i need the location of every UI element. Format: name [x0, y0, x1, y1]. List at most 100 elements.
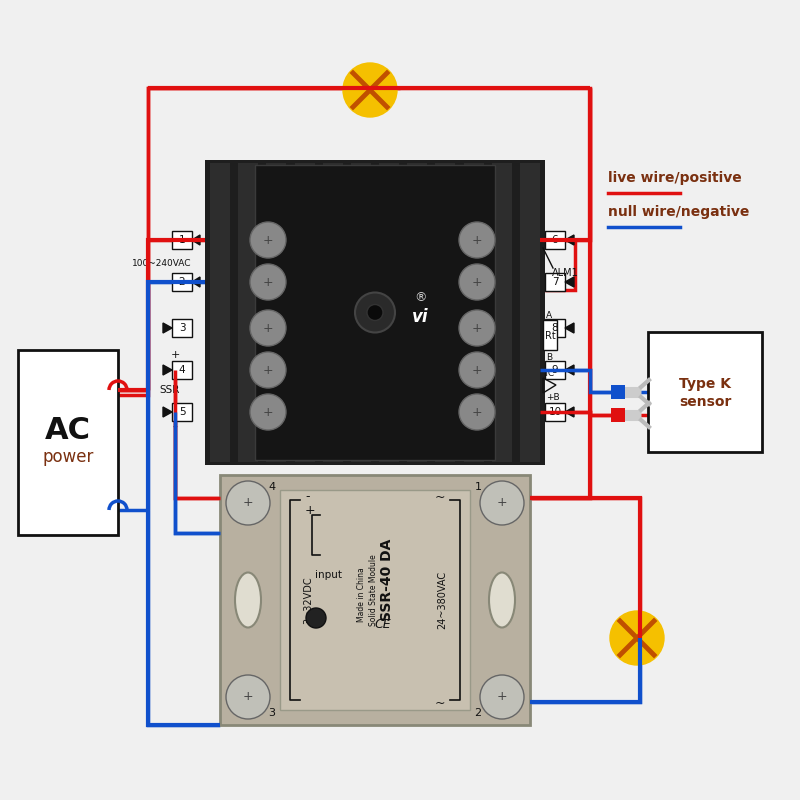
Text: ®: ®	[414, 291, 426, 304]
Text: SSR: SSR	[160, 385, 180, 395]
FancyBboxPatch shape	[648, 332, 762, 452]
FancyBboxPatch shape	[611, 385, 625, 399]
Text: +: +	[305, 503, 316, 517]
Circle shape	[250, 310, 286, 346]
Text: CE: CE	[374, 618, 391, 631]
Text: Type K: Type K	[679, 377, 731, 391]
FancyBboxPatch shape	[172, 361, 192, 379]
FancyBboxPatch shape	[545, 361, 565, 379]
FancyBboxPatch shape	[294, 163, 314, 462]
FancyBboxPatch shape	[545, 403, 565, 421]
FancyBboxPatch shape	[172, 319, 192, 337]
FancyBboxPatch shape	[220, 475, 530, 725]
Text: 4: 4	[178, 365, 186, 375]
FancyBboxPatch shape	[322, 163, 342, 462]
FancyBboxPatch shape	[543, 320, 557, 350]
Polygon shape	[163, 365, 172, 375]
FancyBboxPatch shape	[18, 350, 118, 535]
Text: 3~32VDC: 3~32VDC	[303, 576, 313, 624]
Text: +: +	[497, 497, 507, 510]
Text: input: input	[314, 570, 342, 580]
FancyBboxPatch shape	[407, 163, 427, 462]
Text: A: A	[546, 310, 552, 319]
Text: +: +	[497, 690, 507, 703]
Text: ~: ~	[434, 490, 445, 503]
Text: 4: 4	[269, 482, 275, 492]
Text: Rt: Rt	[545, 331, 555, 341]
Circle shape	[610, 611, 664, 665]
Text: 9: 9	[552, 365, 558, 375]
Circle shape	[250, 352, 286, 388]
FancyBboxPatch shape	[238, 163, 258, 462]
Circle shape	[459, 394, 495, 430]
Text: 5: 5	[178, 407, 186, 417]
FancyBboxPatch shape	[611, 408, 625, 422]
Circle shape	[480, 481, 524, 525]
Text: 10: 10	[549, 407, 562, 417]
Text: 8: 8	[552, 323, 558, 333]
Circle shape	[459, 310, 495, 346]
Text: Solid State Module: Solid State Module	[369, 554, 378, 626]
Text: TC: TC	[543, 369, 554, 378]
Circle shape	[367, 305, 383, 321]
Text: +: +	[472, 363, 482, 377]
Text: +: +	[262, 322, 274, 334]
FancyBboxPatch shape	[545, 231, 565, 249]
Polygon shape	[565, 365, 574, 375]
Text: +: +	[472, 406, 482, 418]
Text: +: +	[472, 322, 482, 334]
Polygon shape	[565, 277, 574, 287]
FancyBboxPatch shape	[351, 163, 371, 462]
FancyBboxPatch shape	[210, 163, 230, 462]
FancyBboxPatch shape	[266, 163, 286, 462]
FancyBboxPatch shape	[280, 490, 470, 710]
Text: 3: 3	[269, 708, 275, 718]
Circle shape	[226, 675, 270, 719]
Text: -: -	[305, 490, 310, 503]
Text: ALM1: ALM1	[552, 268, 578, 278]
FancyBboxPatch shape	[255, 165, 495, 460]
Circle shape	[480, 675, 524, 719]
FancyBboxPatch shape	[379, 163, 399, 462]
Circle shape	[343, 63, 397, 117]
Text: 100~240VAC: 100~240VAC	[132, 258, 192, 267]
Circle shape	[226, 481, 270, 525]
Text: -: -	[173, 421, 178, 435]
Polygon shape	[192, 277, 200, 287]
Text: 7: 7	[552, 277, 558, 287]
FancyBboxPatch shape	[545, 319, 565, 337]
Text: power: power	[42, 447, 94, 466]
Text: +: +	[262, 234, 274, 246]
Text: 24~380VAC: 24~380VAC	[437, 571, 447, 629]
Circle shape	[459, 264, 495, 300]
FancyBboxPatch shape	[205, 160, 545, 465]
Text: +: +	[472, 234, 482, 246]
Circle shape	[459, 222, 495, 258]
Text: sensor: sensor	[679, 395, 731, 409]
Text: 3: 3	[178, 323, 186, 333]
Text: +: +	[472, 275, 482, 289]
Text: +: +	[262, 363, 274, 377]
Circle shape	[250, 222, 286, 258]
Text: null wire/negative: null wire/negative	[608, 205, 750, 219]
Polygon shape	[565, 323, 574, 333]
Text: +: +	[262, 275, 274, 289]
Circle shape	[250, 264, 286, 300]
Circle shape	[355, 293, 395, 333]
Text: live wire/positive: live wire/positive	[608, 171, 742, 185]
Polygon shape	[192, 235, 200, 245]
FancyBboxPatch shape	[172, 231, 192, 249]
Text: ~: ~	[434, 697, 445, 710]
Text: 2: 2	[474, 708, 482, 718]
Text: 2: 2	[178, 277, 186, 287]
Text: +: +	[262, 406, 274, 418]
Text: +: +	[242, 690, 254, 703]
Text: +B: +B	[546, 393, 560, 402]
FancyBboxPatch shape	[435, 163, 455, 462]
Text: SSR-40 DA: SSR-40 DA	[380, 539, 394, 621]
Polygon shape	[565, 235, 574, 245]
Text: 1: 1	[178, 235, 186, 245]
Circle shape	[306, 608, 326, 628]
FancyBboxPatch shape	[492, 163, 512, 462]
Circle shape	[459, 352, 495, 388]
